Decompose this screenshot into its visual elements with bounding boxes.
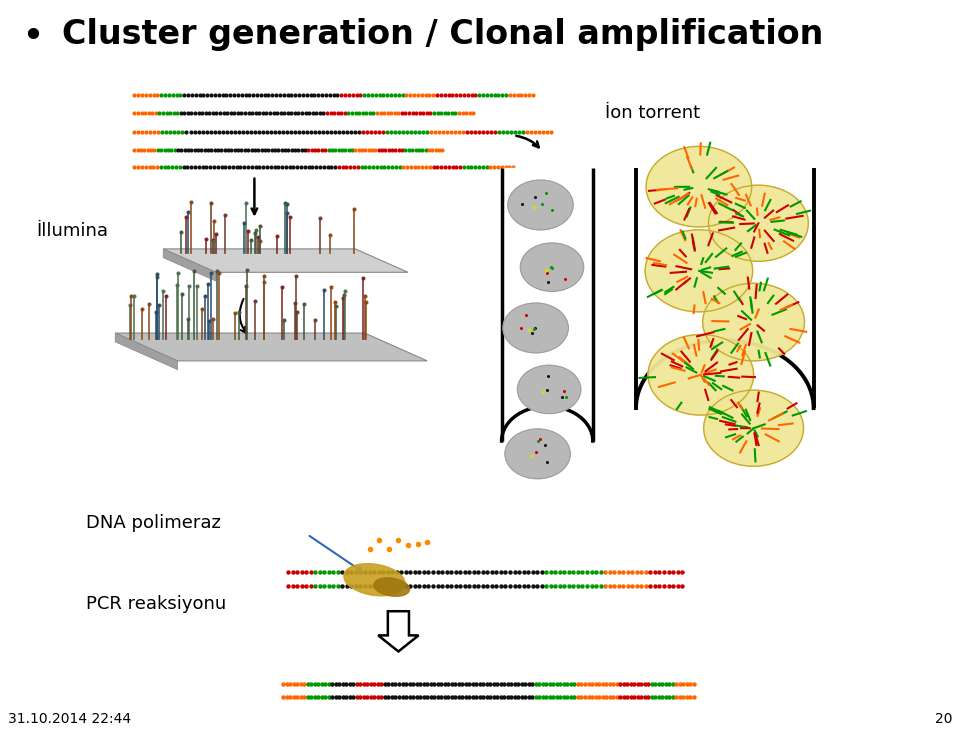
Text: DNA polimeraz: DNA polimeraz	[86, 515, 221, 532]
Circle shape	[505, 429, 570, 479]
Text: Cluster generation / Clonal amplification: Cluster generation / Clonal amplificatio…	[62, 18, 824, 51]
Circle shape	[646, 146, 752, 227]
Circle shape	[648, 335, 754, 415]
Polygon shape	[115, 333, 427, 361]
Circle shape	[704, 390, 804, 466]
Polygon shape	[115, 333, 178, 370]
Text: •: •	[21, 18, 44, 56]
Circle shape	[517, 365, 581, 414]
Ellipse shape	[344, 564, 405, 596]
Polygon shape	[378, 611, 419, 651]
Circle shape	[520, 243, 584, 291]
Circle shape	[708, 185, 808, 261]
Text: 20: 20	[935, 712, 952, 726]
Ellipse shape	[373, 578, 410, 597]
Polygon shape	[163, 249, 408, 272]
Text: İllumina: İllumina	[36, 222, 108, 239]
Bar	[637, 168, 813, 408]
Text: PCR reaksiyonu: PCR reaksiyonu	[86, 595, 227, 613]
Text: İon torrent: İon torrent	[605, 105, 700, 122]
Bar	[503, 168, 591, 441]
Text: 31.10.2014 22:44: 31.10.2014 22:44	[8, 712, 131, 726]
Circle shape	[508, 180, 573, 230]
Circle shape	[503, 303, 568, 353]
Circle shape	[703, 283, 804, 361]
Circle shape	[645, 230, 753, 312]
Polygon shape	[163, 249, 216, 281]
